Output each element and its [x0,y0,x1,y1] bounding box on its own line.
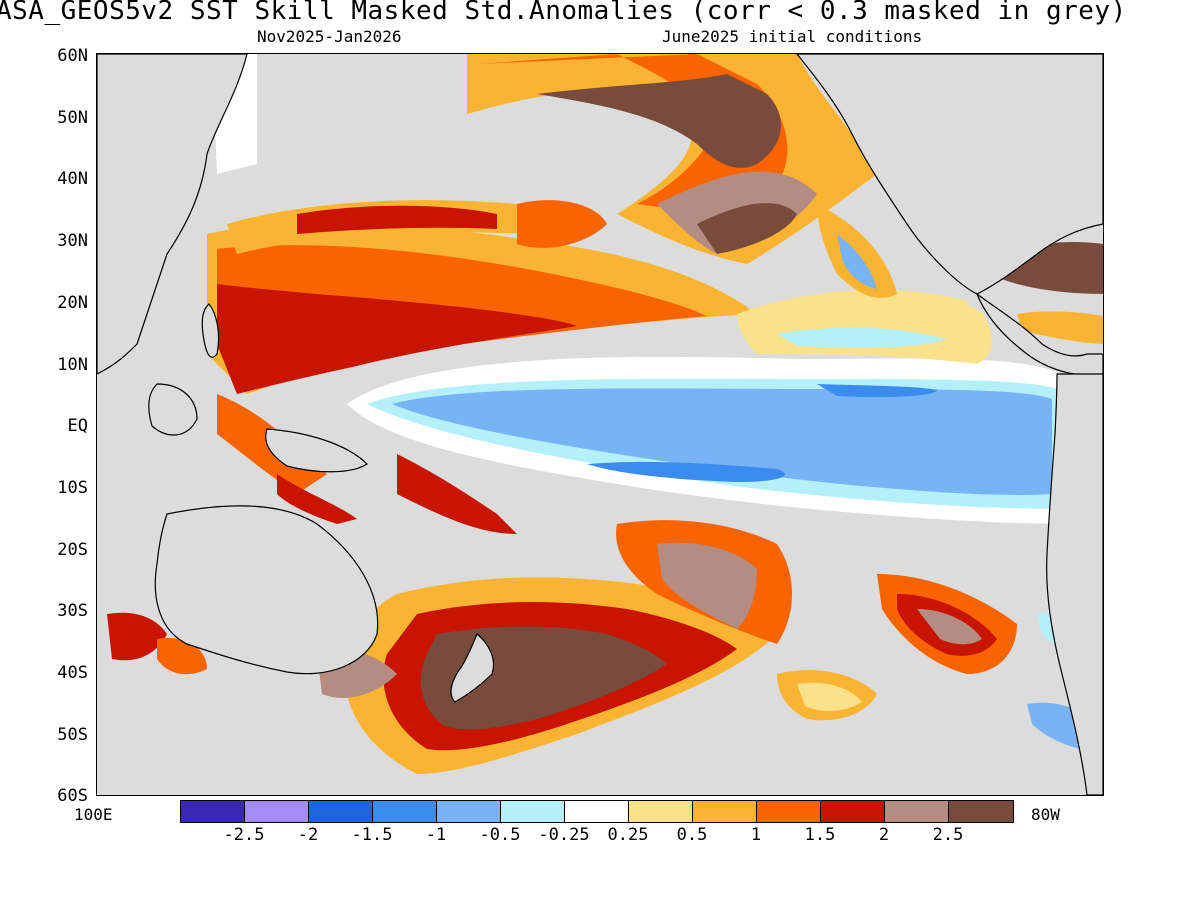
land-outlines [97,54,1103,795]
legend-tick: -0.25 [538,825,590,845]
new-guinea [265,428,368,473]
legend-swatch [693,801,757,822]
lat-label-10n: 10N [57,355,88,375]
asia-coast [97,54,248,375]
lon-label-left: 100E [74,805,113,824]
lat-label-eq: EQ [67,416,88,436]
forecast-period: Nov2025-Jan2026 [257,27,402,46]
legend-tick: 0.25 [607,825,649,845]
legend-tick: -2.5 [223,825,265,845]
legend-swatch [181,801,245,822]
lat-label-60s: 60S [57,786,88,806]
legend-tick: 0.5 [676,825,708,845]
lat-label-50s: 50S [57,725,88,745]
new-zealand [450,633,495,703]
initial-conditions: June2025 initial conditions [662,27,923,46]
western-warm-pool [207,223,757,534]
legend-swatch [629,801,693,822]
legend-tick: -1.5 [351,825,393,845]
north-pacific-warm-band [227,54,877,264]
legend-tick: 1 [750,825,762,845]
lat-label-10s: 10S [57,478,88,498]
lat-label-60n: 60N [57,46,88,66]
map-canvas [97,54,1103,795]
legend-swatch [437,801,501,822]
south-america [1046,373,1103,795]
lat-label-30n: 30N [57,231,88,251]
legend-tick: -1 [425,825,447,845]
legend-tick: -2 [297,825,319,845]
legend-swatch [885,801,949,822]
legend-swatch [757,801,821,822]
legend-swatch [309,801,373,822]
legend-tick: -0.5 [479,825,521,845]
map-title: ASA_GEOS5v2 SST Skill Masked Std.Anomali… [0,0,1127,26]
sst-anomaly-map [96,53,1104,796]
legend-swatch [949,801,1013,822]
lon-label-right: 80W [1031,805,1060,824]
lat-label-40s: 40S [57,663,88,683]
australia [154,505,379,675]
legend-swatch [245,801,309,822]
lat-label-20s: 20S [57,540,88,560]
lat-label-20n: 20N [57,293,88,313]
legend-swatch [821,801,885,822]
color-legend [180,800,1014,823]
lat-label-40n: 40N [57,169,88,189]
lat-label-30s: 30S [57,601,88,621]
philippines [201,303,220,358]
legend-swatch [501,801,565,822]
lat-label-50n: 50N [57,108,88,128]
central-america [975,292,1103,376]
borneo [148,383,198,436]
legend-tick: 1.5 [804,825,836,845]
legend-swatch [373,801,437,822]
north-america [796,54,1103,295]
legend-tick: 2.5 [932,825,964,845]
legend-tick: 2 [878,825,890,845]
equatorial-cold-tongue [347,356,1067,524]
legend-swatch [565,801,629,822]
